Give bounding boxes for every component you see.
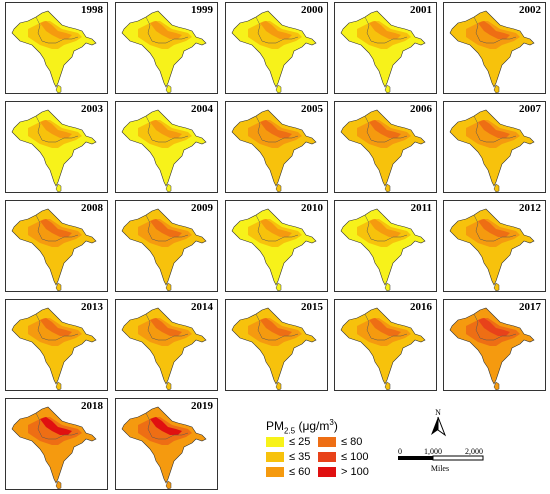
south-asia-map-2015 xyxy=(231,307,317,390)
year-label: 2007 xyxy=(519,103,541,115)
south-asia-map-2007 xyxy=(449,109,535,192)
map-panel-2011: 2011 xyxy=(334,200,437,292)
year-label: 2000 xyxy=(301,4,323,16)
year-label: 2015 xyxy=(301,301,323,313)
south-asia-map-2000 xyxy=(231,10,317,93)
south-asia-map-2013 xyxy=(11,307,97,390)
legend-label: ≤ 100 xyxy=(341,451,369,463)
map-panel-2005: 2005 xyxy=(225,101,328,193)
year-label: 2012 xyxy=(519,202,541,214)
map-panel-2013: 2013 xyxy=(5,299,108,391)
map-panel-1999: 1999 xyxy=(115,2,218,94)
year-label: 2003 xyxy=(81,103,103,115)
legend-item: ≤ 100 xyxy=(318,451,368,463)
year-label: 2013 xyxy=(81,301,103,313)
map-panel-2002: 2002 xyxy=(443,2,546,94)
legend-label: ≤ 60 xyxy=(289,466,311,478)
map-panel-2001: 2001 xyxy=(334,2,437,94)
legend-title: PM2.5 (μg/m3) xyxy=(266,418,338,436)
year-label: 2008 xyxy=(81,202,103,214)
year-label: 2017 xyxy=(519,301,541,313)
year-label: 2006 xyxy=(410,103,432,115)
scale-tick-0: 0 xyxy=(398,447,402,456)
map-panel-2000: 2000 xyxy=(225,2,328,94)
south-asia-map-2016 xyxy=(340,307,426,390)
south-asia-map-2017 xyxy=(449,307,535,390)
map-panel-2009: 2009 xyxy=(115,200,218,292)
map-panel-2019: 2019 xyxy=(115,398,218,490)
south-asia-map-2019 xyxy=(121,406,207,489)
scale-tick-1: 1,000 xyxy=(424,447,442,456)
map-panel-2014: 2014 xyxy=(115,299,218,391)
scale-tick-2: 2,000 xyxy=(465,447,483,456)
year-label: 2002 xyxy=(519,4,541,16)
south-asia-map-2018 xyxy=(11,406,97,489)
legend-swatch xyxy=(266,437,284,448)
south-asia-map-2002 xyxy=(449,10,535,93)
year-label: 2011 xyxy=(410,202,432,214)
year-label: 2010 xyxy=(301,202,323,214)
year-label: 2001 xyxy=(410,4,432,16)
south-asia-map-2010 xyxy=(231,208,317,291)
south-asia-map-2011 xyxy=(340,208,426,291)
year-label: 2009 xyxy=(191,202,213,214)
scale-bar: 0 1,000 2,000 Miles xyxy=(396,444,486,478)
year-label: 2014 xyxy=(191,301,213,313)
south-asia-map-2009 xyxy=(121,208,207,291)
map-panel-2018: 2018 xyxy=(5,398,108,490)
map-panel-2008: 2008 xyxy=(5,200,108,292)
year-label: 2016 xyxy=(410,301,432,313)
map-panel-1998: 1998 xyxy=(5,2,108,94)
legend-swatch xyxy=(318,452,336,463)
legend-item: > 100 xyxy=(318,466,369,478)
map-panel-2010: 2010 xyxy=(225,200,328,292)
map-panel-2007: 2007 xyxy=(443,101,546,193)
map-panel-2004: 2004 xyxy=(115,101,218,193)
map-panel-2006: 2006 xyxy=(334,101,437,193)
map-panel-2012: 2012 xyxy=(443,200,546,292)
scale-unit: Miles xyxy=(431,464,449,473)
legend-item: ≤ 35 xyxy=(266,451,310,463)
legend-label: > 100 xyxy=(341,466,369,478)
south-asia-map-2004 xyxy=(121,109,207,192)
north-arrow-icon: N xyxy=(431,408,447,437)
south-asia-map-2008 xyxy=(11,208,97,291)
south-asia-map-2014 xyxy=(121,307,207,390)
map-panel-2003: 2003 xyxy=(5,101,108,193)
year-label: 1999 xyxy=(191,4,213,16)
legend-item: ≤ 60 xyxy=(266,466,310,478)
year-label: 2005 xyxy=(301,103,323,115)
year-label: 2004 xyxy=(191,103,213,115)
south-asia-map-2003 xyxy=(11,109,97,192)
legend-item: ≤ 25 xyxy=(266,436,310,448)
legend-swatch xyxy=(318,437,336,448)
svg-text:N: N xyxy=(435,408,441,417)
south-asia-map-2005 xyxy=(231,109,317,192)
south-asia-map-1999 xyxy=(121,10,207,93)
legend-label: ≤ 25 xyxy=(289,436,311,448)
legend-swatch xyxy=(266,452,284,463)
legend-label: ≤ 35 xyxy=(289,451,311,463)
year-label: 2019 xyxy=(191,400,213,412)
year-label: 1998 xyxy=(81,4,103,16)
legend-item: ≤ 80 xyxy=(318,436,362,448)
legend-swatch xyxy=(318,467,336,478)
south-asia-map-1998 xyxy=(11,10,97,93)
legend-swatch xyxy=(266,467,284,478)
map-panel-2016: 2016 xyxy=(334,299,437,391)
south-asia-map-2012 xyxy=(449,208,535,291)
south-asia-map-2001 xyxy=(340,10,426,93)
map-panel-2015: 2015 xyxy=(225,299,328,391)
year-label: 2018 xyxy=(81,400,103,412)
map-panel-2017: 2017 xyxy=(443,299,546,391)
legend-label: ≤ 80 xyxy=(341,436,363,448)
south-asia-map-2006 xyxy=(340,109,426,192)
